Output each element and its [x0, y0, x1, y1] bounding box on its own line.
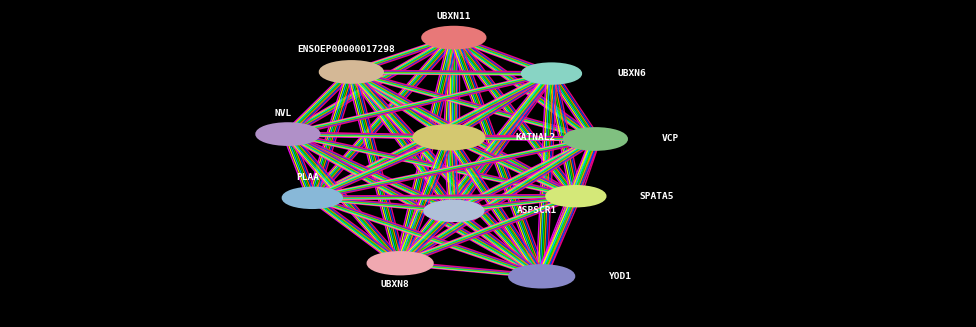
Text: NVL: NVL	[274, 109, 292, 118]
Ellipse shape	[283, 188, 342, 208]
Text: UBXN8: UBXN8	[381, 280, 410, 289]
Text: KATNAL2: KATNAL2	[515, 133, 555, 142]
Text: ENSOEP00000017298: ENSOEP00000017298	[298, 45, 395, 54]
Ellipse shape	[414, 126, 484, 149]
Text: UBXN6: UBXN6	[618, 69, 646, 78]
Text: PLAA: PLAA	[296, 173, 319, 182]
Ellipse shape	[257, 124, 319, 145]
Ellipse shape	[320, 61, 383, 82]
Text: VCP: VCP	[662, 134, 679, 144]
Ellipse shape	[425, 201, 483, 221]
Ellipse shape	[509, 266, 574, 287]
Text: SPATA5: SPATA5	[639, 192, 673, 201]
Ellipse shape	[564, 129, 627, 149]
Ellipse shape	[423, 27, 485, 48]
Text: UBXN11: UBXN11	[436, 12, 471, 21]
Ellipse shape	[522, 64, 581, 83]
Text: ASPSCR1: ASPSCR1	[517, 206, 557, 215]
Ellipse shape	[547, 186, 605, 206]
Ellipse shape	[368, 252, 432, 274]
Text: YOD1: YOD1	[608, 272, 631, 281]
